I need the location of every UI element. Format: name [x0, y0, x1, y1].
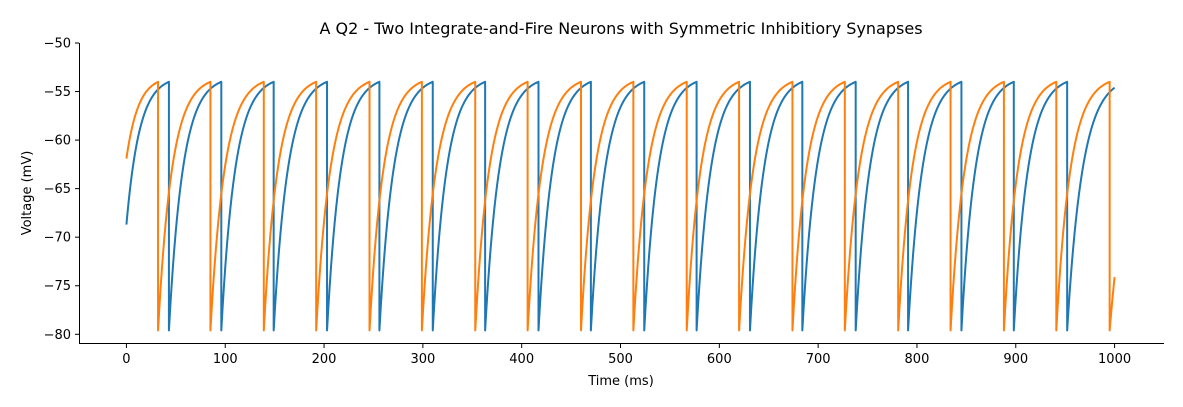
y-axis-label: Voltage (mV) — [20, 151, 35, 236]
x-tick-label: 100 — [213, 352, 238, 367]
series-layer — [125, 80, 1116, 332]
x-tick-label: 0 — [122, 352, 130, 367]
x-tick-label: 300 — [410, 352, 435, 367]
y-tick-label: −75 — [44, 279, 71, 294]
y-tick-label: −55 — [44, 85, 71, 100]
x-axis-label: Time (ms) — [587, 374, 654, 389]
y-tick-label: −65 — [44, 182, 71, 197]
x-tick-label: 1000 — [1098, 352, 1131, 367]
x-tick-label: 700 — [806, 352, 831, 367]
y-tick-label: −50 — [44, 37, 71, 52]
x-tick-label: 400 — [509, 352, 534, 367]
series-line-0 — [125, 80, 1116, 332]
y-tick-label: −70 — [44, 231, 71, 246]
x-tick-label: 200 — [312, 352, 337, 367]
x-ticks: 0 100 200 300 400 500 600 700 800 900 1000 — [122, 344, 1131, 367]
x-tick-label: 600 — [707, 352, 732, 367]
x-tick-label: 800 — [905, 352, 930, 367]
y-ticks: −80 −75 −70 −65 −60 −55 −50 — [44, 37, 79, 343]
x-tick-label: 900 — [1003, 352, 1028, 367]
x-tick-label: 500 — [608, 352, 633, 367]
series-line-1 — [125, 80, 1116, 332]
y-tick-label: −80 — [44, 328, 71, 343]
chart-title: A Q2 - Two Integrate-and-Fire Neurons wi… — [319, 19, 922, 38]
y-tick-label: −60 — [44, 134, 71, 149]
plot-area: 0 100 200 300 400 500 600 700 800 900 1000 −80−75−… — [44, 37, 1164, 367]
